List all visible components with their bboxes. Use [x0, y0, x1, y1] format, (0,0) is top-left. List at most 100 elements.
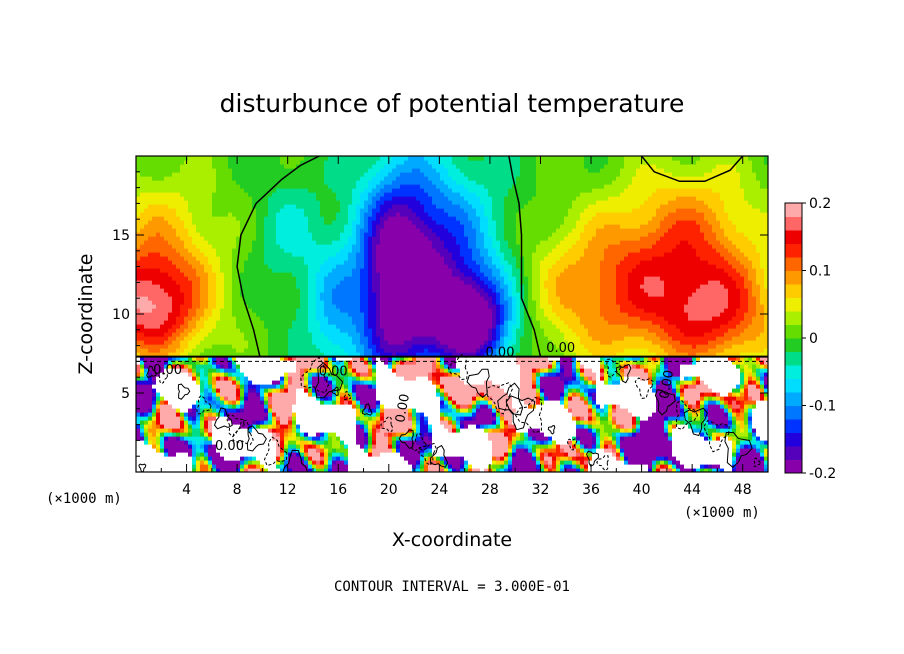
heatmap-cell — [172, 428, 177, 433]
heatmap-cell — [400, 468, 405, 472]
heatmap-cell — [280, 444, 285, 449]
heatmap-cell — [444, 440, 449, 445]
heatmap-cell — [584, 448, 589, 453]
heatmap-cell — [428, 464, 433, 469]
heatmap-cell — [452, 460, 457, 465]
heatmap-cell — [268, 392, 273, 397]
heatmap-cell — [180, 348, 185, 353]
heatmap-cell — [236, 388, 241, 393]
heatmap-cell — [168, 456, 173, 461]
heatmap-cell — [368, 372, 373, 377]
heatmap-cell — [672, 380, 677, 385]
heatmap-cell — [520, 428, 525, 433]
heatmap-cell — [220, 356, 225, 361]
heatmap-cell — [368, 440, 373, 445]
heatmap-cell — [732, 412, 737, 417]
heatmap-cell — [524, 456, 529, 461]
heatmap-cell — [480, 360, 485, 365]
heatmap-cell — [472, 416, 477, 421]
heatmap-cell — [240, 376, 245, 381]
heatmap-cell — [188, 412, 193, 417]
heatmap-cell — [680, 464, 685, 469]
heatmap-cell — [200, 380, 205, 385]
heatmap-cell — [212, 344, 217, 349]
heatmap-cell — [696, 388, 701, 393]
heatmap-cell — [184, 460, 189, 465]
heatmap-cell — [716, 368, 721, 373]
heatmap-cell — [380, 364, 385, 369]
heatmap-cell — [700, 360, 705, 365]
heatmap-cell — [356, 452, 361, 457]
heatmap-cell — [236, 432, 241, 437]
heatmap-cell — [384, 348, 389, 353]
heatmap-cell — [712, 420, 717, 425]
heatmap-cell — [708, 408, 713, 413]
heatmap-cell — [740, 416, 745, 421]
heatmap-cell — [688, 448, 693, 453]
heatmap-cell — [328, 416, 333, 421]
heatmap-cell — [280, 344, 285, 349]
heatmap-cell — [632, 388, 637, 393]
heatmap-cell — [336, 364, 341, 369]
heatmap-cell — [628, 412, 633, 417]
heatmap-cell — [236, 456, 241, 461]
heatmap-cell — [740, 380, 745, 385]
heatmap-cell — [180, 412, 185, 417]
heatmap-cell — [300, 444, 305, 449]
heatmap-cell — [284, 400, 289, 405]
heatmap-cell — [380, 400, 385, 405]
heatmap-cell — [600, 468, 605, 472]
heatmap-cell — [192, 412, 197, 417]
heatmap-cell — [236, 348, 241, 353]
heatmap-cell — [204, 424, 209, 429]
heatmap-cell — [752, 420, 757, 425]
heatmap-cell — [700, 380, 705, 385]
heatmap-cell — [208, 364, 213, 369]
heatmap-cell — [208, 428, 213, 433]
heatmap-cell — [604, 424, 609, 429]
heatmap-cell — [212, 464, 217, 469]
heatmap-cell — [424, 456, 429, 461]
heatmap-cell — [252, 468, 257, 472]
heatmap-cell — [152, 400, 157, 405]
heatmap-cell — [420, 368, 425, 373]
heatmap-cell — [216, 424, 221, 429]
heatmap-cell — [740, 420, 745, 425]
heatmap-cell — [240, 396, 245, 401]
heatmap-cell — [444, 460, 449, 465]
heatmap-cell — [208, 404, 213, 409]
heatmap-cell — [268, 444, 273, 449]
heatmap-cell — [360, 372, 365, 377]
heatmap-cell — [336, 412, 341, 417]
heatmap-cell — [728, 380, 733, 385]
heatmap-cell — [208, 464, 213, 469]
heatmap-cell — [740, 432, 745, 437]
heatmap-cell — [516, 432, 521, 437]
heatmap-cell — [284, 432, 289, 437]
heatmap-cell — [752, 404, 757, 409]
heatmap-cell — [404, 344, 409, 349]
heatmap-cell — [192, 392, 197, 397]
heatmap-cell — [592, 432, 597, 437]
heatmap-cell — [748, 400, 753, 405]
heatmap-cell — [272, 372, 277, 377]
heatmap-cell — [644, 400, 649, 405]
heatmap-cell — [272, 464, 277, 469]
heatmap-cell — [748, 360, 753, 365]
heatmap-cell — [184, 428, 189, 433]
heatmap-cell — [480, 452, 485, 457]
heatmap-cell — [440, 408, 445, 413]
heatmap-cell — [176, 372, 181, 377]
heatmap-cell — [752, 424, 757, 429]
heatmap-cell — [536, 436, 541, 441]
heatmap-cell — [652, 428, 657, 433]
heatmap-cell — [568, 364, 573, 369]
heatmap-cell — [428, 408, 433, 413]
heatmap-cell — [460, 408, 465, 413]
heatmap-cell — [432, 428, 437, 433]
heatmap-cell — [512, 400, 517, 405]
heatmap-cell — [308, 376, 313, 381]
heatmap-cell — [644, 448, 649, 453]
heatmap-cell — [264, 464, 269, 469]
heatmap-cell — [412, 380, 417, 385]
